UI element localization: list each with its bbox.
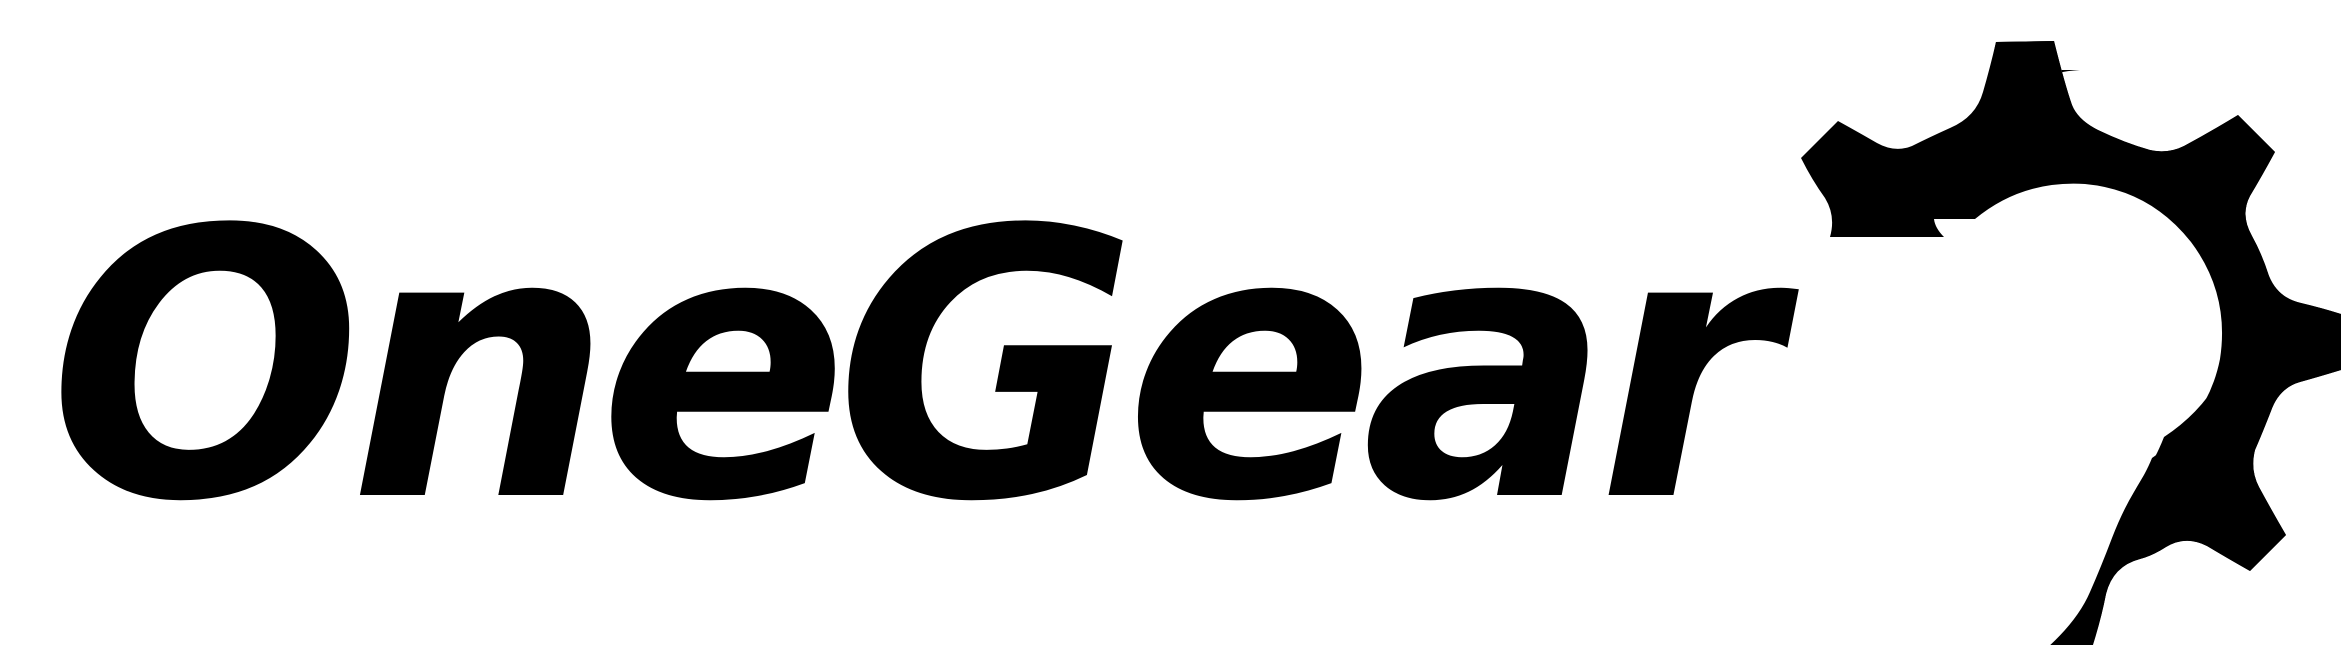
logo-wordmark: OneGear (48, 153, 1780, 583)
